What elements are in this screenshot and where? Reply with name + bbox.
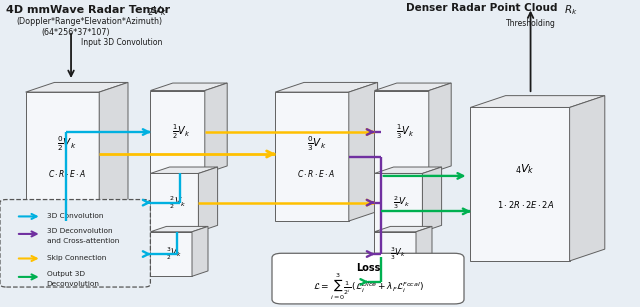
Polygon shape bbox=[470, 107, 570, 261]
Polygon shape bbox=[26, 83, 128, 92]
Polygon shape bbox=[570, 96, 605, 261]
Polygon shape bbox=[470, 96, 605, 107]
Text: Denser Radar Point Cloud: Denser Radar Point Cloud bbox=[406, 3, 558, 13]
FancyBboxPatch shape bbox=[272, 253, 464, 304]
Text: $\frac{2}{3}V_k$: $\frac{2}{3}V_k$ bbox=[393, 194, 410, 211]
Text: $\mathcal{L} = \sum_{i=0}^{3} \frac{1}{2^i} \, (\mathcal{L}_{i}^{Dice} + \lambda: $\mathcal{L} = \sum_{i=0}^{3} \frac{1}{2… bbox=[312, 272, 424, 302]
Text: $\frac{3}{3}V_k$: $\frac{3}{3}V_k$ bbox=[390, 246, 406, 262]
Text: 4D mmWave Radar Tensor: 4D mmWave Radar Tensor bbox=[6, 5, 170, 15]
Text: and Cross-attention: and Cross-attention bbox=[47, 238, 119, 244]
Polygon shape bbox=[275, 83, 378, 92]
Text: $\ _2V_k$: $\ _2V_k$ bbox=[144, 5, 167, 18]
Text: 3D Convolution: 3D Convolution bbox=[47, 213, 103, 220]
Polygon shape bbox=[150, 91, 205, 173]
Polygon shape bbox=[349, 83, 378, 221]
Text: $\frac{2}{2}V_k$: $\frac{2}{2}V_k$ bbox=[169, 194, 186, 211]
Text: 3D Deconvolution: 3D Deconvolution bbox=[47, 228, 113, 234]
Polygon shape bbox=[429, 83, 451, 173]
Polygon shape bbox=[150, 227, 208, 232]
Polygon shape bbox=[192, 227, 208, 276]
Text: Deconvolution: Deconvolution bbox=[47, 281, 100, 287]
Polygon shape bbox=[150, 232, 192, 276]
Polygon shape bbox=[150, 167, 218, 173]
Text: Input 3D Convolution: Input 3D Convolution bbox=[81, 38, 162, 48]
Text: Skip Connection: Skip Connection bbox=[47, 255, 106, 262]
Text: $\frac{0}{2}V_k$: $\frac{0}{2}V_k$ bbox=[57, 134, 76, 153]
Polygon shape bbox=[374, 91, 429, 173]
Text: (64*256*37*107): (64*256*37*107) bbox=[42, 28, 110, 37]
Text: $R_k$: $R_k$ bbox=[564, 3, 578, 17]
Text: Loss: Loss bbox=[356, 263, 380, 273]
Text: $\frac{3}{2}V_k$: $\frac{3}{2}V_k$ bbox=[166, 246, 182, 262]
Text: Thresholding: Thresholding bbox=[506, 18, 556, 28]
Polygon shape bbox=[374, 173, 422, 232]
Polygon shape bbox=[198, 167, 218, 232]
Polygon shape bbox=[150, 173, 198, 232]
Text: $\frac{0}{3}V_k$: $\frac{0}{3}V_k$ bbox=[307, 134, 326, 153]
FancyBboxPatch shape bbox=[0, 200, 150, 287]
Polygon shape bbox=[205, 83, 227, 173]
Polygon shape bbox=[26, 92, 99, 221]
Polygon shape bbox=[99, 83, 128, 221]
Text: Output 3D: Output 3D bbox=[47, 271, 84, 277]
Text: $1 \cdot 2R \cdot 2E \cdot 2A$: $1 \cdot 2R \cdot 2E \cdot 2A$ bbox=[497, 199, 554, 210]
Text: $\frac{1}{3}V_k$: $\frac{1}{3}V_k$ bbox=[396, 123, 414, 141]
Text: (Doppler*Range*Elevation*Azimuth): (Doppler*Range*Elevation*Azimuth) bbox=[16, 17, 162, 26]
Text: $C \cdot R \cdot E \cdot A$: $C \cdot R \cdot E \cdot A$ bbox=[47, 168, 86, 179]
Polygon shape bbox=[374, 167, 442, 173]
Polygon shape bbox=[374, 232, 416, 276]
Polygon shape bbox=[416, 227, 432, 276]
Polygon shape bbox=[374, 227, 432, 232]
Text: $C \cdot R \cdot E \cdot A$: $C \cdot R \cdot E \cdot A$ bbox=[297, 168, 335, 179]
Text: $_4V_k$: $_4V_k$ bbox=[515, 162, 535, 176]
Polygon shape bbox=[374, 83, 451, 91]
Polygon shape bbox=[275, 92, 349, 221]
Polygon shape bbox=[150, 83, 227, 91]
Polygon shape bbox=[422, 167, 442, 232]
Text: $\frac{1}{2}V_k$: $\frac{1}{2}V_k$ bbox=[172, 123, 190, 141]
